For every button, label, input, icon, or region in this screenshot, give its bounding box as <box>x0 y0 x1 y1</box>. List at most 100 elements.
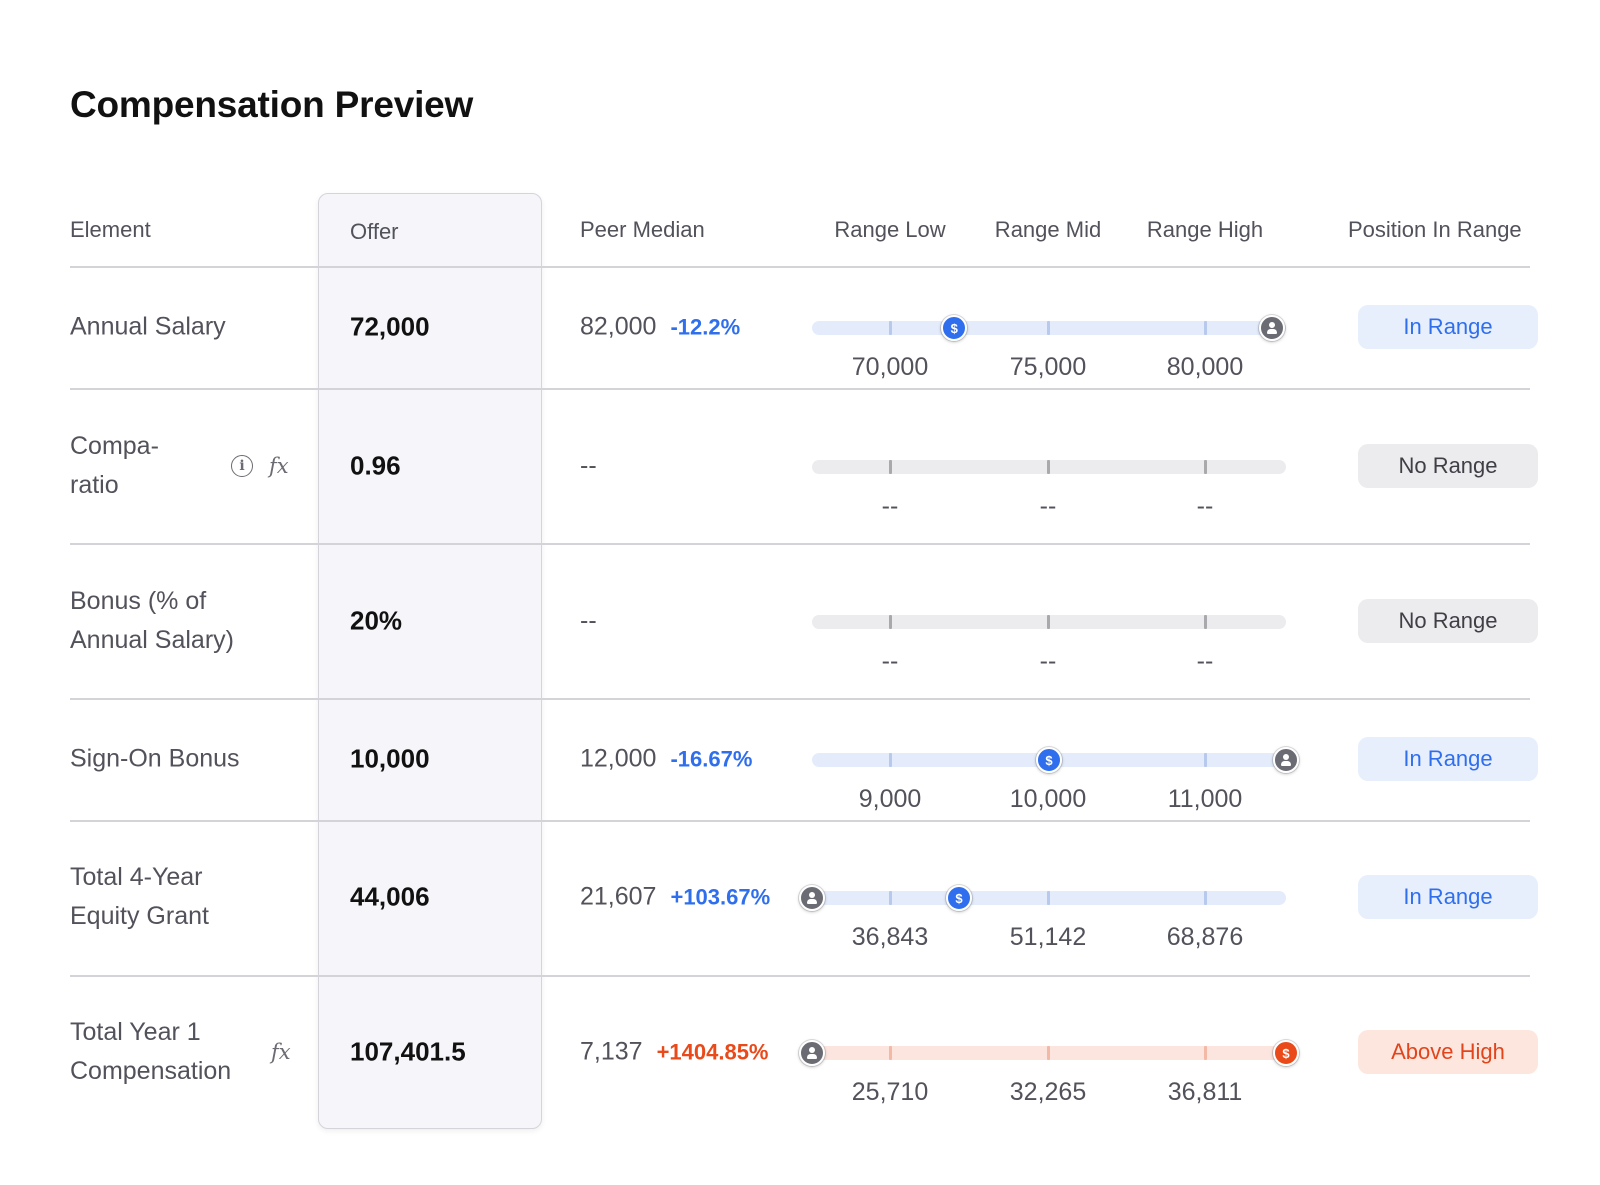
person-icon <box>805 1046 819 1060</box>
range-tick <box>1203 321 1207 335</box>
range-tick <box>888 1046 892 1060</box>
range-tick <box>1046 1046 1050 1060</box>
element-label: Sign-On Bonus <box>70 740 240 779</box>
element-label-line: Compa- <box>70 432 159 460</box>
peer-marker-person-icon[interactable] <box>1273 747 1299 773</box>
peer-median: -- <box>580 607 597 636</box>
element-label-line: ratio <box>70 471 119 499</box>
range-low-value: 70,000 <box>851 353 929 381</box>
range-tick <box>1046 321 1050 335</box>
status-badge: No Range <box>1358 444 1538 488</box>
range-mid-value: 10,000 <box>1009 785 1087 813</box>
range-tick <box>1046 891 1050 905</box>
status-badge: No Range <box>1358 599 1538 643</box>
row-divider <box>70 820 1530 822</box>
range-mid-value: 32,265 <box>1009 1078 1087 1106</box>
status-badge: Above High <box>1358 1030 1538 1074</box>
offer-value: 20% <box>350 605 403 636</box>
header-range-mid: Range Mid <box>994 217 1102 242</box>
peer-marker-person-icon[interactable] <box>1258 315 1285 341</box>
range-tick <box>888 615 892 629</box>
person-icon <box>1279 753 1293 767</box>
offer-value: 107,401.5 <box>350 1036 466 1067</box>
offer-marker-dollar-icon[interactable]: $ <box>941 315 968 341</box>
element-label: Compa-ratio <box>70 427 159 505</box>
range-mid-value: 75,000 <box>1009 353 1087 381</box>
row-divider <box>70 698 1530 700</box>
peer-median: 7,137 +1404.85% <box>580 1038 769 1067</box>
range-tick <box>1203 1046 1207 1060</box>
peer-median-value: -- <box>580 606 597 635</box>
range-tick <box>1046 615 1050 629</box>
element-label: Total Year 1 Compensation <box>70 1013 231 1091</box>
range-tick <box>1203 891 1207 905</box>
range-tick <box>1203 615 1207 629</box>
offer-column-highlight <box>318 193 542 1129</box>
offer-marker-dollar-icon[interactable]: $ <box>1036 747 1062 773</box>
header-element: Element <box>70 217 151 242</box>
row-divider <box>70 543 1530 545</box>
range-high-value: 80,000 <box>1166 353 1244 381</box>
element-label-line: Bonus (% of <box>70 587 207 615</box>
peer-median-value: 7,137 <box>580 1037 643 1066</box>
element-label: Total 4-Year Equity Grant <box>70 858 209 936</box>
range-tick <box>888 753 892 767</box>
range-low-value: 36,843 <box>851 923 929 951</box>
peer-median-value: 21,607 <box>580 882 657 911</box>
peer-median: -- <box>580 452 597 481</box>
status-badge: In Range <box>1358 737 1538 781</box>
range-high-value: -- <box>1196 492 1214 520</box>
element-label-line: Annual Salary <box>70 312 226 341</box>
header-peer-median: Peer Median <box>580 217 705 242</box>
range-tick <box>1046 460 1050 474</box>
offer-marker-dollar-icon[interactable]: $ <box>945 885 972 911</box>
person-icon <box>805 891 819 905</box>
range-tick <box>1203 753 1207 767</box>
formula-icon: fx <box>271 1040 291 1064</box>
element-label-line: Total Year 1 <box>70 1018 201 1046</box>
peer-delta: -12.2% <box>670 314 741 340</box>
header-divider <box>70 266 1530 268</box>
element-label-line: Compensation <box>70 1057 232 1085</box>
element-label: Annual Salary <box>70 308 226 347</box>
status-badge: In Range <box>1358 875 1538 919</box>
range-low-value: -- <box>881 492 899 520</box>
offer-marker-dollar-icon[interactable]: $ <box>1273 1040 1299 1066</box>
element-icons: fx <box>271 1040 291 1064</box>
range-low-value: -- <box>881 647 899 675</box>
offer-value: 72,000 <box>350 311 430 342</box>
range-tick <box>888 891 892 905</box>
peer-delta: +1404.85% <box>656 1039 769 1065</box>
formula-icon: fx <box>269 454 289 478</box>
range-mid-value: 51,142 <box>1009 923 1087 951</box>
peer-marker-person-icon[interactable] <box>799 885 825 911</box>
peer-median-value: 82,000 <box>580 312 657 341</box>
peer-marker-person-icon[interactable] <box>799 1040 825 1066</box>
element-label: Bonus (% of Annual Salary) <box>70 582 234 660</box>
range-high-value: -- <box>1196 647 1214 675</box>
element-label-line: Annual Salary) <box>70 626 234 654</box>
range-mid-value: -- <box>1039 647 1057 675</box>
peer-delta: -16.67% <box>670 746 753 772</box>
peer-median-value: 12,000 <box>580 744 657 773</box>
header-range-low: Range Low <box>834 217 946 242</box>
status-badge: In Range <box>1358 305 1538 349</box>
range-mid-value: -- <box>1039 492 1057 520</box>
header-range-high: Range High <box>1146 217 1264 242</box>
element-label-line: Total 4-Year <box>70 863 203 891</box>
info-icon[interactable]: i <box>231 455 253 477</box>
range-tick <box>1203 460 1207 474</box>
peer-median: 12,000 -16.67% <box>580 745 752 774</box>
range-tick <box>888 321 892 335</box>
peer-delta: +103.67% <box>670 884 771 910</box>
offer-value: 44,006 <box>350 881 430 912</box>
element-label-line: Sign-On Bonus <box>70 744 240 773</box>
header-position-in-range: Position In Range <box>1348 217 1522 242</box>
element-icons: i fx <box>231 454 289 478</box>
page-title: Compensation Preview <box>70 84 474 125</box>
range-tick <box>888 460 892 474</box>
row-divider <box>70 975 1530 977</box>
range-high-value: 68,876 <box>1166 923 1244 951</box>
peer-median: 21,607 +103.67% <box>580 883 770 912</box>
element-label-line: Equity Grant <box>70 902 209 930</box>
